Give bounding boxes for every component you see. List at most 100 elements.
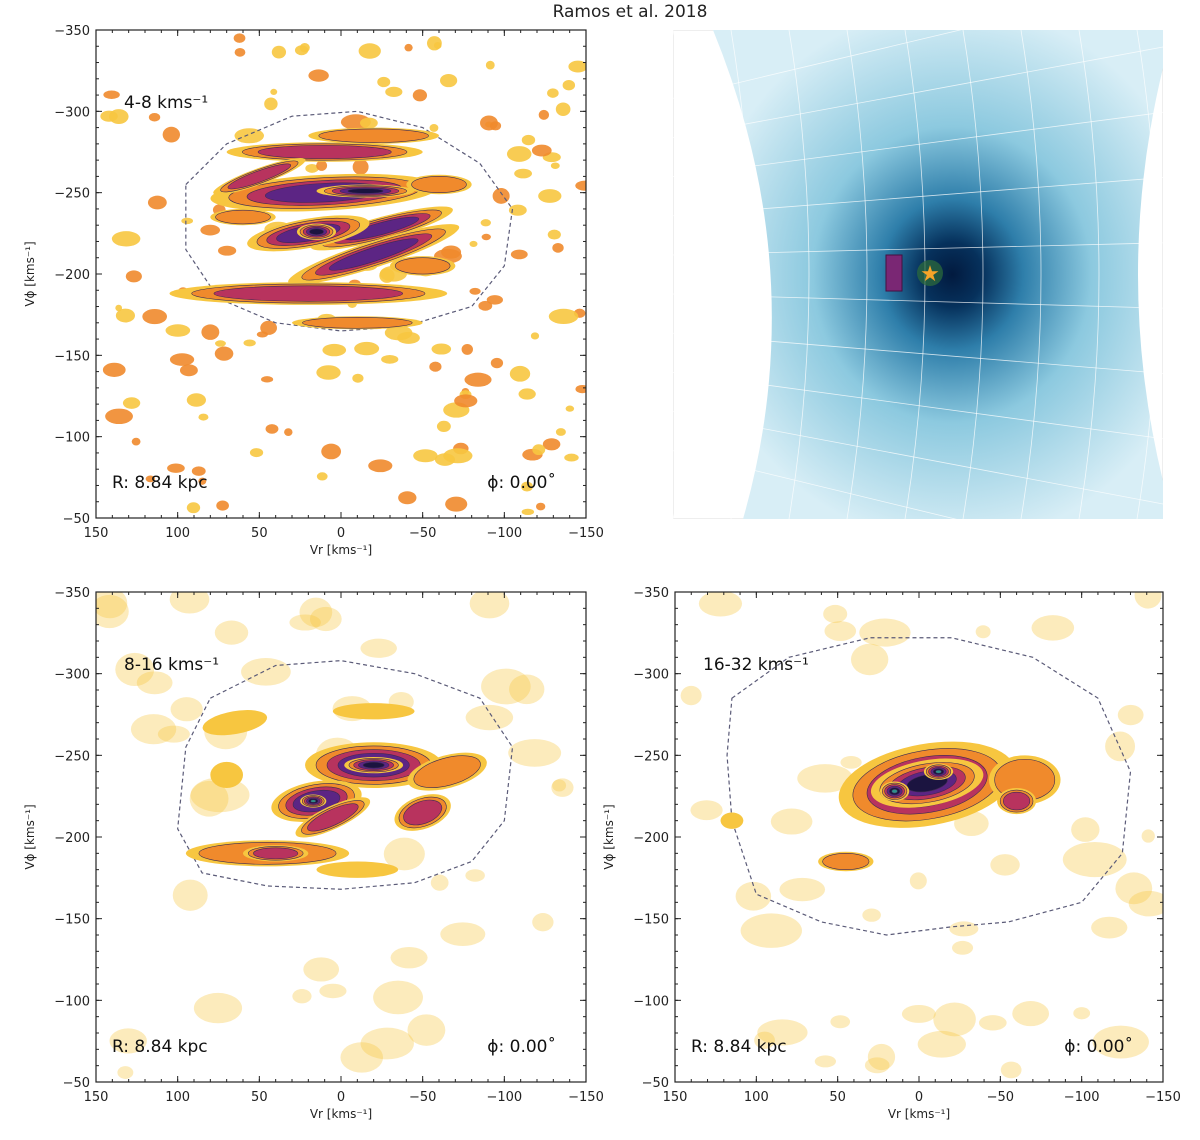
- density-feature: [318, 128, 429, 143]
- density-feature: [1003, 791, 1031, 811]
- background-blob: [552, 779, 567, 792]
- density-feature: [413, 755, 481, 788]
- background-blob: [1031, 615, 1075, 641]
- background-blob: [978, 1015, 1007, 1031]
- background-blob: [550, 162, 560, 169]
- background-blob: [234, 128, 264, 144]
- y-tick-label: −200: [54, 268, 90, 283]
- background-blob: [308, 69, 329, 82]
- background-blob: [198, 477, 207, 485]
- background-blob: [562, 80, 576, 91]
- background-blob: [538, 189, 562, 203]
- y-tick-label: −150: [633, 913, 669, 928]
- background-blob: [294, 45, 309, 56]
- background-blob: [565, 405, 575, 412]
- background-blob: [433, 42, 442, 49]
- plot-area: [96, 592, 574, 1079]
- x-tick-label: −150: [568, 526, 604, 541]
- background-blob: [214, 346, 234, 361]
- phase-space-panel-4-8: 150 100 50 0 −50 −100 −150 −350 −300 −250 −200 −150…: [23, 24, 604, 557]
- background-blob: [162, 126, 181, 143]
- phi-label: ϕ: 0.00˚: [487, 472, 556, 493]
- background-blob: [542, 438, 561, 451]
- radius-label: R: 8.84 kpc: [112, 473, 208, 493]
- background-blob: [548, 308, 579, 325]
- background-blob: [830, 1015, 851, 1029]
- background-blob: [1071, 817, 1100, 842]
- background-blob: [509, 365, 531, 382]
- background-blob: [823, 604, 848, 624]
- background-blob: [492, 188, 510, 204]
- background-blob: [990, 854, 1020, 876]
- background-blob: [735, 881, 772, 911]
- y-axis-title: Vϕ [kms⁻¹]: [23, 804, 37, 869]
- y-tick-label: −150: [54, 349, 90, 364]
- background-blob: [303, 957, 340, 982]
- background-blob: [430, 874, 449, 891]
- background-blob: [575, 180, 586, 191]
- density-feature: [347, 188, 384, 194]
- sky-grid-line: [673, 372, 1163, 440]
- background-blob: [316, 472, 328, 481]
- density-feature: [720, 812, 744, 829]
- velocity-range-label: 4-8 kms⁻¹: [124, 93, 208, 113]
- figure-title: Ramos et al. 2018: [552, 2, 708, 22]
- density-feature: [227, 163, 292, 190]
- x-tick-label: 0: [915, 1090, 923, 1105]
- background-blob: [443, 448, 473, 464]
- density-feature: [891, 789, 898, 794]
- background-blob: [218, 245, 237, 256]
- background-blob: [469, 592, 510, 619]
- density-feature: [253, 847, 299, 860]
- background-blob: [429, 361, 442, 372]
- radius-label: R: 8.84 kpc: [691, 1037, 787, 1057]
- background-blob: [1128, 890, 1163, 917]
- sky-grid-line: [730, 30, 752, 519]
- y-tick-label: −250: [633, 749, 669, 764]
- background-blob: [96, 594, 129, 629]
- background-blob: [189, 780, 229, 817]
- x-tick-label: 100: [744, 1090, 769, 1105]
- background-blob: [270, 88, 278, 96]
- background-blob: [1115, 872, 1153, 905]
- background-blob: [360, 117, 378, 129]
- background-blob: [465, 704, 514, 731]
- sky-grid-line: [846, 30, 868, 519]
- background-blob: [698, 592, 743, 617]
- background-blob: [862, 908, 881, 922]
- y-tick-label: −350: [54, 24, 90, 39]
- background-blob: [384, 325, 413, 341]
- background-blob: [454, 394, 478, 408]
- y-tick-label: −350: [633, 586, 669, 601]
- background-blob: [157, 725, 190, 743]
- background-blob: [509, 674, 545, 705]
- background-blob: [407, 1014, 446, 1046]
- x-axis-title: Vr [kms⁻¹]: [888, 1107, 950, 1121]
- background-blob: [485, 60, 495, 70]
- background-blob: [413, 449, 438, 463]
- background-blob: [754, 1031, 775, 1049]
- background-blob: [241, 658, 291, 686]
- dashed-contour: [185, 110, 514, 332]
- background-blob: [489, 121, 502, 131]
- y-axis-title: Vϕ [kms⁻¹]: [602, 804, 616, 869]
- x-axis-title: Vr [kms⁻¹]: [310, 1107, 372, 1121]
- background-blob: [264, 97, 278, 111]
- density-feature: [213, 285, 404, 302]
- background-blob: [551, 778, 574, 797]
- background-blob: [186, 393, 206, 407]
- background-blob: [102, 362, 126, 377]
- background-blob: [243, 339, 256, 347]
- background-blob: [465, 869, 485, 882]
- background-blob: [901, 1004, 936, 1023]
- background-blob: [814, 1055, 837, 1068]
- background-blob: [431, 343, 452, 355]
- background-blob: [122, 397, 141, 409]
- sky-map-panel: ★: [673, 30, 1163, 519]
- background-blob: [109, 109, 129, 125]
- background-blob: [214, 620, 249, 645]
- background-blob: [547, 229, 561, 240]
- background-blob: [909, 872, 927, 890]
- x-tick-label: −50: [987, 1090, 1014, 1105]
- background-blob: [850, 643, 889, 676]
